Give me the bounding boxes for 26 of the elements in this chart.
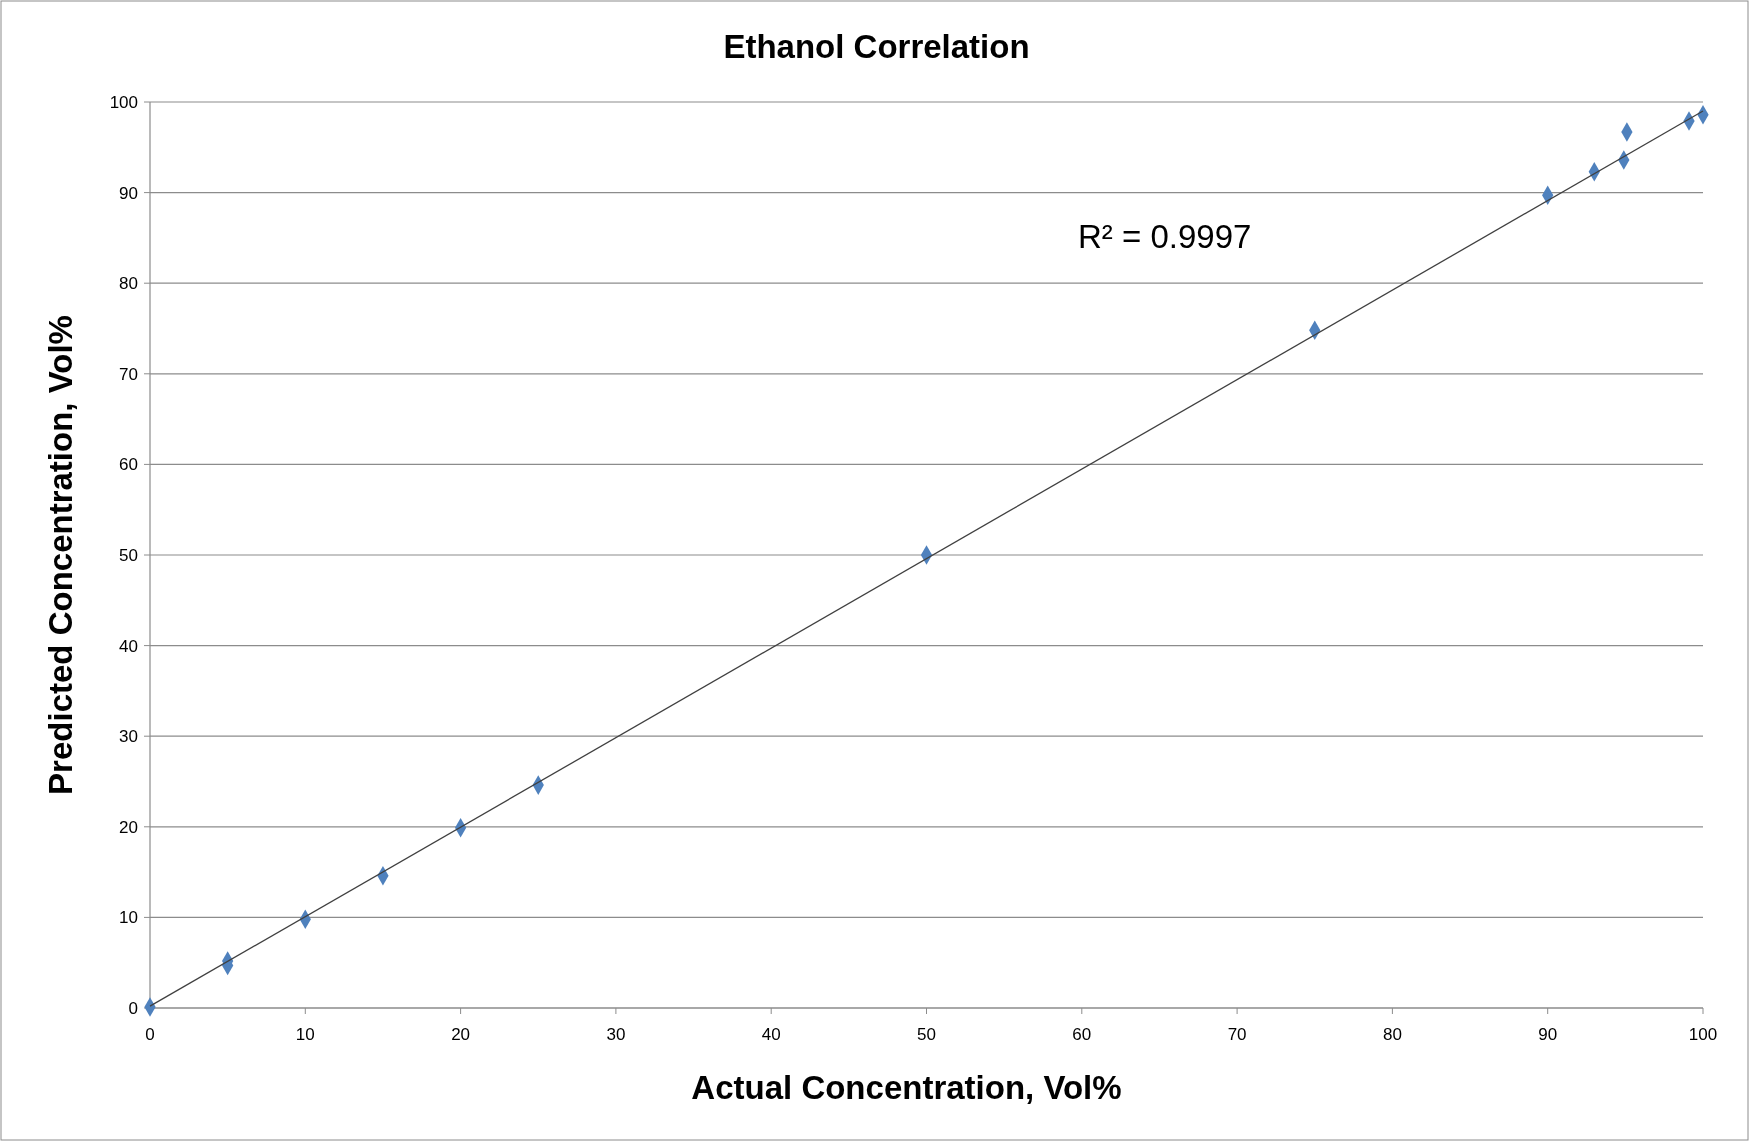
x-tick-label: 80 bbox=[1382, 1025, 1402, 1044]
y-tick-label: 30 bbox=[119, 727, 138, 747]
y-tick-label: 100 bbox=[109, 92, 138, 112]
chart-title: Ethanol Correlation bbox=[723, 28, 1030, 65]
x-tick-label: 60 bbox=[1072, 1025, 1092, 1044]
annotation: R² = 0.9997 bbox=[1078, 218, 1252, 255]
x-tick-label: 10 bbox=[295, 1025, 315, 1044]
x-tick-label: 70 bbox=[1227, 1025, 1247, 1044]
y-tick-label: 20 bbox=[119, 817, 138, 837]
y-tick-label: 60 bbox=[119, 455, 138, 475]
y-tick-label: 40 bbox=[119, 636, 138, 656]
y-tick-label: 80 bbox=[119, 274, 138, 294]
x-tick-label: 100 bbox=[1688, 1025, 1718, 1044]
y-axis-title: Predicted Concentration, Vol% bbox=[42, 315, 79, 795]
x-tick-label: 50 bbox=[917, 1025, 936, 1044]
x-tick-label: 90 bbox=[1538, 1025, 1558, 1044]
x-tick-label: 0 bbox=[145, 1025, 155, 1044]
y-tick-label: 10 bbox=[119, 908, 138, 928]
x-tick-label: 20 bbox=[451, 1025, 471, 1044]
y-tick-label: 70 bbox=[119, 364, 138, 384]
x-tick-label: 40 bbox=[761, 1025, 781, 1044]
x-axis-title: Actual Concentration, Vol% bbox=[691, 1069, 1122, 1106]
y-tick-label: 90 bbox=[119, 183, 138, 203]
y-tick-label: 0 bbox=[128, 998, 138, 1018]
y-tick-label: 50 bbox=[119, 545, 138, 565]
x-tick-label: 30 bbox=[606, 1025, 626, 1044]
